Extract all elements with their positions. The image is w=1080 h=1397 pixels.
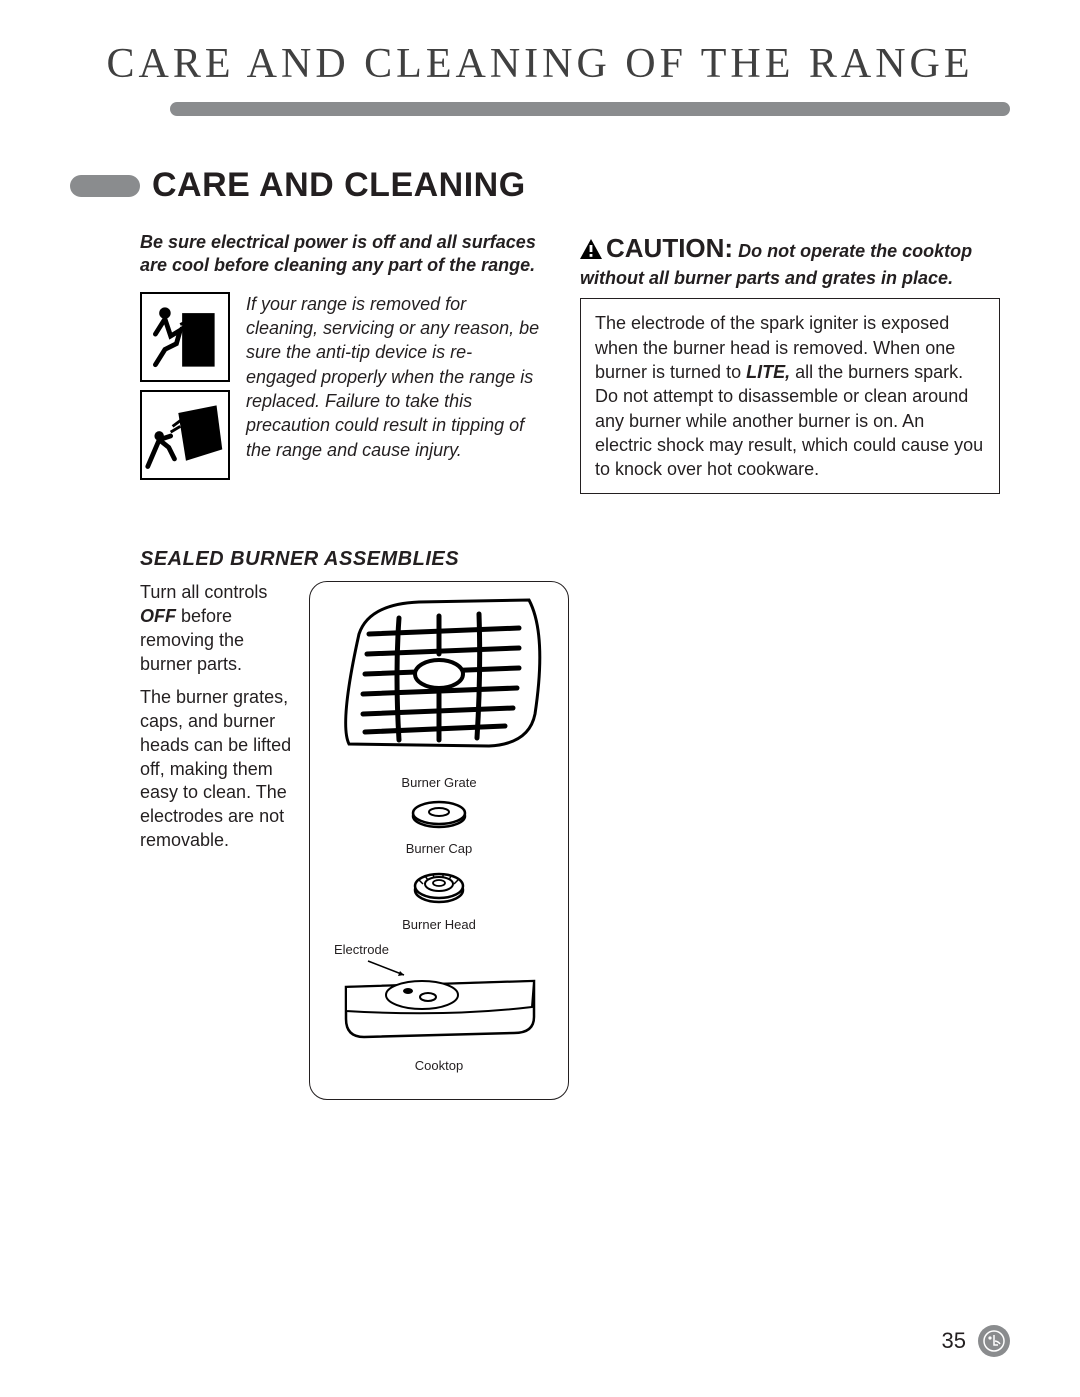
caution-box-bold: LITE,: [746, 362, 790, 382]
section-pill: [70, 175, 140, 197]
cooktop-label: Cooktop: [320, 1058, 558, 1073]
two-column-layout: Be sure electrical power is off and all …: [70, 231, 1010, 494]
electrode-label: Electrode: [334, 942, 558, 957]
cooktop-icon: [334, 957, 544, 1047]
section-heading: CARE AND CLEANING: [152, 166, 526, 205]
sealed-burner-heading: SEALED BURNER ASSEMBLIES: [140, 548, 1010, 571]
assembly-p2: The burner grates, caps, and burner head…: [140, 686, 295, 852]
icon-stack: [140, 292, 230, 480]
page-title: CARE AND CLEANING OF THE RANGE: [70, 40, 1010, 88]
assembly-p1: Turn all controls OFF before removing th…: [140, 581, 295, 676]
page-number: 35: [942, 1328, 966, 1354]
anti-tip-fail-icon: [140, 390, 230, 480]
burner-head-icon: [409, 866, 469, 906]
burner-grate-icon: [329, 594, 549, 764]
p1-bold: OFF: [140, 606, 176, 626]
right-column: CAUTION: Do not operate the cooktop with…: [580, 231, 1000, 494]
title-rule: [170, 102, 1010, 116]
anti-tip-text: If your range is removed for cleaning, s…: [246, 292, 540, 480]
assembly-row: Turn all controls OFF before removing th…: [70, 581, 1010, 1100]
p1-pre: Turn all controls: [140, 582, 267, 602]
caution-label: CAUTION:: [606, 233, 733, 263]
cap-label: Burner Cap: [320, 841, 558, 856]
caution-box: The electrode of the spark igniter is ex…: [580, 298, 1000, 494]
section-head-row: CARE AND CLEANING: [70, 166, 1010, 205]
left-column: Be sure electrical power is off and all …: [140, 231, 540, 494]
page-footer: 35: [942, 1325, 1010, 1357]
anti-tip-proper-icon: [140, 292, 230, 382]
head-label: Burner Head: [320, 917, 558, 932]
power-off-warning: Be sure electrical power is off and all …: [140, 231, 540, 278]
assembly-text: Turn all controls OFF before removing th…: [140, 581, 295, 1100]
burner-cap-icon: [409, 800, 469, 830]
manual-page: CARE AND CLEANING OF THE RANGE CARE AND …: [0, 0, 1080, 1397]
anti-tip-row: If your range is removed for cleaning, s…: [140, 292, 540, 480]
lg-logo-icon: [978, 1325, 1010, 1357]
caution-heading: CAUTION: Do not operate the cooktop with…: [580, 231, 1000, 290]
warning-triangle-icon: [580, 239, 602, 265]
grate-label: Burner Grate: [320, 775, 558, 790]
burner-diagram: Burner Grate Burner Cap Burner: [309, 581, 569, 1100]
